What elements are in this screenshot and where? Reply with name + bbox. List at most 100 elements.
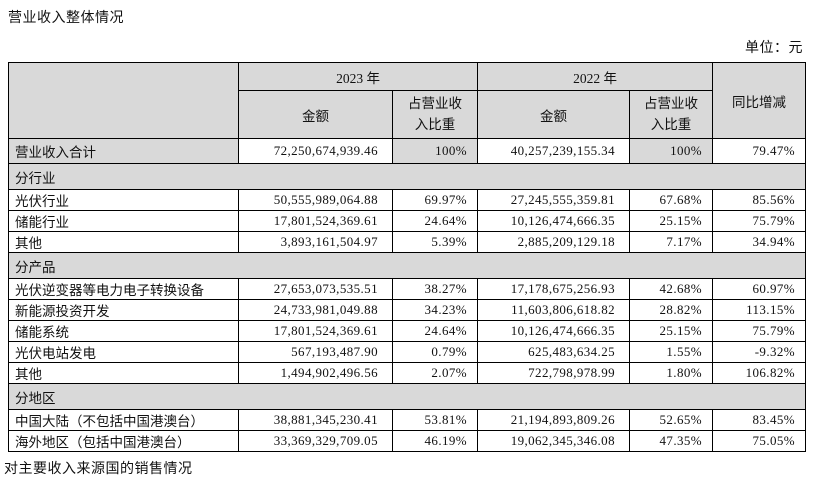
table-row: 光伏行业 50,555,989,064.88 69.97% 27,245,555,35…: [8, 189, 806, 211]
table-row: 光伏逆变器等电力电子转换设备 27,653,073,535.51 38.27% 17,…: [8, 278, 806, 300]
revenue-table: 2023 年 2022 年 同比增减 金额 占营业收入比重 金额 占营业收入比重…: [8, 62, 806, 452]
table-row: 储能行业 17,801,524,369.61 24.64% 10,126,474,66…: [8, 210, 806, 232]
row-label-cell: 光伏电站发电: [8, 341, 239, 363]
pct-2023-cell: 2.07%: [392, 362, 478, 384]
yoy-cell: 79.47%: [712, 138, 806, 164]
pct-2022-cell: 25.15%: [629, 320, 713, 342]
footer-note: 对主要收入来源国的销售情况: [4, 462, 193, 477]
page-title: 营业收入整体情况: [8, 11, 124, 26]
amount-2023-cell: 50,555,989,064.88: [238, 189, 393, 211]
amount-2023-cell: 38,881,345,230.41: [238, 409, 393, 431]
pct-2022-cell: 28.82%: [629, 299, 713, 321]
amount-2023-cell: 17,801,524,369.61: [238, 210, 393, 232]
yoy-cell: 34.94%: [712, 231, 806, 253]
total-row: 营业收入合计 72,250,674,939.46 100% 40,257,239,15…: [8, 138, 806, 164]
pct-2023-cell: 24.64%: [392, 210, 478, 232]
pct-2022-cell: 52.65%: [629, 409, 713, 431]
table-row: 光伏电站发电 567,193,487.90 0.79% 625,483,634.25 1…: [8, 341, 806, 363]
amount-2022-cell: 10,126,474,666.35: [477, 320, 630, 342]
yoy-cell: 106.82%: [712, 362, 806, 384]
amount-2022-cell: 722,798,978.99: [477, 362, 630, 384]
pct-2023-cell: 46.19%: [392, 430, 478, 452]
header-year-2022: 2022 年: [477, 62, 713, 91]
table-row: 新能源投资开发 24,733,981,049.88 34.23% 11,603,806…: [8, 299, 806, 321]
amount-2022-cell: 2,885,209,129.18: [477, 231, 630, 253]
header-pct-2023: 占营业收入比重: [392, 90, 478, 139]
section-label: 分行业: [8, 163, 806, 190]
header-amount-2023: 金额: [238, 90, 393, 139]
unit-label: 单位：元: [745, 41, 803, 56]
yoy-cell: 113.15%: [712, 299, 806, 321]
yoy-cell: 83.45%: [712, 409, 806, 431]
amount-2022-cell: 17,178,675,256.93: [477, 278, 630, 300]
amount-2022-cell: 10,126,474,666.35: [477, 210, 630, 232]
header-pct-2023-label: 占营业收入比重: [408, 96, 462, 132]
amount-2022-cell: 27,245,555,359.81: [477, 189, 630, 211]
amount-2023-cell: 27,653,073,535.51: [238, 278, 393, 300]
amount-2022-cell: 19,062,345,346.08: [477, 430, 630, 452]
table-row: 其他 3,893,161,504.97 5.39% 2,885,209,129.18 7…: [8, 231, 806, 253]
header-row-years: 2023 年 2022 年 同比增减: [8, 62, 806, 139]
row-label-cell: 新能源投资开发: [8, 299, 239, 321]
yoy-cell: 75.05%: [712, 430, 806, 452]
yoy-cell: 85.56%: [712, 189, 806, 211]
pct-2023-cell: 69.97%: [392, 189, 478, 211]
table-row: 储能系统 17,801,524,369.61 24.64% 10,126,474,66…: [8, 320, 806, 342]
row-label-cell: 储能系统: [8, 320, 239, 342]
pct-2023-cell: 5.39%: [392, 231, 478, 253]
row-label-cell: 其他: [8, 231, 239, 253]
amount-2023-cell: 567,193,487.90: [238, 341, 393, 363]
yoy-cell: 75.79%: [712, 210, 806, 232]
amount-2022-cell: 11,603,806,618.82: [477, 299, 630, 321]
pct-2022-cell: 42.68%: [629, 278, 713, 300]
pct-2023-cell: 100%: [392, 138, 478, 164]
amount-2023-cell: 3,893,161,504.97: [238, 231, 393, 253]
row-label-cell: 海外地区（包括中国港澳台）: [8, 430, 239, 452]
section-row: 分行业: [8, 163, 806, 190]
pct-2022-cell: 1.55%: [629, 341, 713, 363]
amount-2023-cell: 1,494,902,496.56: [238, 362, 393, 384]
table-row: 海外地区（包括中国港澳台） 33,369,329,709.05 46.19% 19,0…: [8, 430, 806, 452]
header-pct-2022-label: 占营业收入比重: [644, 96, 698, 132]
amount-2023-cell: 24,733,981,049.88: [238, 299, 393, 321]
header-amount-2022: 金额: [477, 90, 630, 139]
amount-2023-cell: 17,801,524,369.61: [238, 320, 393, 342]
row-label-cell: 中国大陆（不包括中国港澳台）: [8, 409, 239, 431]
amount-2022-cell: 40,257,239,155.34: [477, 138, 630, 164]
row-label-cell: 其他: [8, 362, 239, 384]
table-row: 其他 1,494,902,496.56 2.07% 722,798,978.99 1.8…: [8, 362, 806, 384]
pct-2023-cell: 38.27%: [392, 278, 478, 300]
section-label: 分产品: [8, 252, 806, 279]
header-row-measures: 金额 占营业收入比重 金额 占营业收入比重: [9, 90, 806, 139]
pct-2022-cell: 47.35%: [629, 430, 713, 452]
yoy-cell: -9.32%: [712, 341, 806, 363]
amount-2022-cell: 21,194,893,809.26: [477, 409, 630, 431]
section-row: 分地区: [8, 383, 806, 410]
row-label-cell: 营业收入合计: [8, 138, 239, 164]
pct-2023-cell: 53.81%: [392, 409, 478, 431]
yoy-cell: 75.79%: [712, 320, 806, 342]
pct-2023-cell: 0.79%: [392, 341, 478, 363]
table-header: 2023 年 2022 年 同比增减 金额 占营业收入比重 金额 占营业收入比重: [8, 62, 806, 139]
table-body: 营业收入合计 72,250,674,939.46 100% 40,257,239,15…: [8, 138, 806, 452]
header-year-2023: 2023 年: [238, 62, 478, 91]
amount-2023-cell: 33,369,329,709.05: [238, 430, 393, 452]
section-row: 分产品: [8, 252, 806, 279]
pct-2022-cell: 1.80%: [629, 362, 713, 384]
header-pct-2022: 占营业收入比重: [629, 90, 713, 139]
pct-2023-cell: 34.23%: [392, 299, 478, 321]
pct-2022-cell: 67.68%: [629, 189, 713, 211]
header-empty-cell: [8, 62, 239, 139]
section-label: 分地区: [8, 383, 806, 410]
row-label-cell: 光伏逆变器等电力电子转换设备: [8, 278, 239, 300]
header-yoy: 同比增减: [712, 62, 806, 139]
pct-2023-cell: 24.64%: [392, 320, 478, 342]
table-row: 中国大陆（不包括中国港澳台） 38,881,345,230.41 53.81% 21,…: [8, 409, 806, 431]
row-label-cell: 光伏行业: [8, 189, 239, 211]
pct-2022-cell: 100%: [629, 138, 713, 164]
pct-2022-cell: 7.17%: [629, 231, 713, 253]
amount-2023-cell: 72,250,674,939.46: [238, 138, 393, 164]
row-label-cell: 储能行业: [8, 210, 239, 232]
pct-2022-cell: 25.15%: [629, 210, 713, 232]
yoy-cell: 60.97%: [712, 278, 806, 300]
